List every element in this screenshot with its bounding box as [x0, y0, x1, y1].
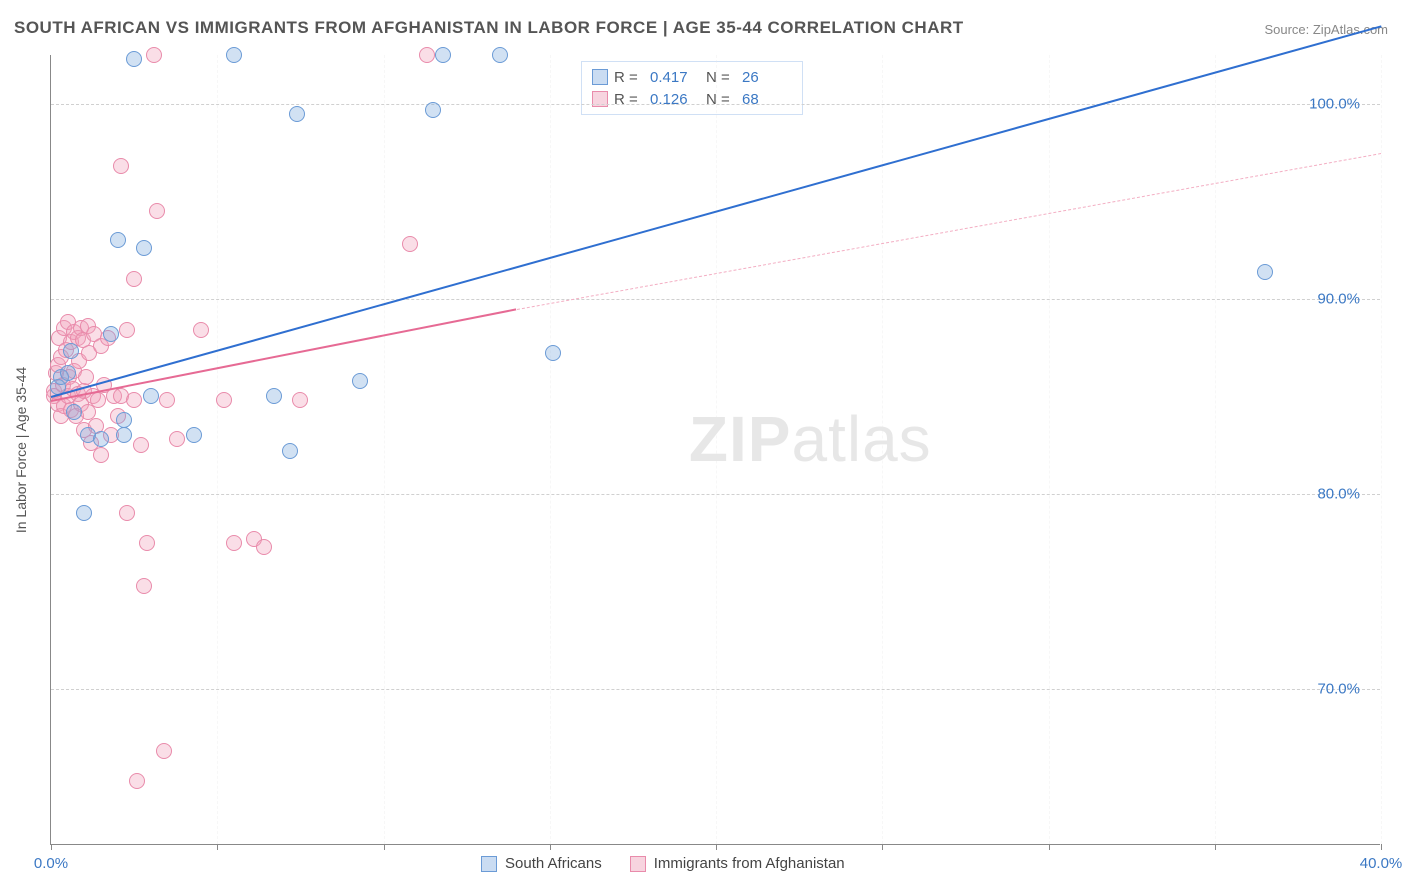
legend-swatch: [481, 856, 497, 872]
data-point-pink: [193, 322, 209, 338]
legend-row: R = 0.417 N = 26: [592, 66, 792, 88]
data-point-pink: [146, 47, 162, 63]
y-axis-label: In Labor Force | Age 35-44: [13, 366, 29, 532]
gridline-v: [716, 55, 717, 844]
chart-title: SOUTH AFRICAN VS IMMIGRANTS FROM AFGHANI…: [14, 18, 964, 38]
y-tick-label: 80.0%: [1317, 485, 1360, 502]
data-point-pink: [93, 447, 109, 463]
legend-row: R = 0.126 N = 68: [592, 88, 792, 110]
legend-r-value: 0.126: [650, 91, 700, 108]
y-tick-label: 70.0%: [1317, 680, 1360, 697]
data-point-pink: [136, 578, 152, 594]
data-point-pink: [133, 437, 149, 453]
data-point-pink: [169, 431, 185, 447]
data-point-blue: [425, 102, 441, 118]
data-point-blue: [93, 431, 109, 447]
data-point-blue: [352, 373, 368, 389]
data-point-pink: [119, 322, 135, 338]
x-tick: [1215, 844, 1216, 850]
x-tick: [550, 844, 551, 850]
x-tick-label: 0.0%: [34, 855, 68, 872]
data-point-blue: [136, 240, 152, 256]
data-point-pink: [402, 236, 418, 252]
data-point-pink: [139, 535, 155, 551]
data-point-pink: [113, 158, 129, 174]
data-point-blue: [282, 443, 298, 459]
x-tick: [217, 844, 218, 850]
data-point-pink: [256, 539, 272, 555]
data-point-blue: [60, 365, 76, 381]
x-tick: [384, 844, 385, 850]
legend-r-label: R =: [614, 91, 644, 108]
data-point-blue: [1257, 264, 1273, 280]
series-legend: South Africans Immigrants from Afghanista…: [481, 855, 845, 872]
legend-r-label: R =: [614, 69, 644, 86]
gridline-v: [217, 55, 218, 844]
legend-r-value: 0.417: [650, 69, 700, 86]
correlation-legend: R = 0.417 N = 26 R = 0.126 N = 68: [581, 61, 803, 115]
data-point-blue: [289, 106, 305, 122]
x-tick: [51, 844, 52, 850]
legend-item: South Africans: [481, 855, 602, 872]
data-point-pink: [78, 369, 94, 385]
y-tick-label: 100.0%: [1309, 95, 1360, 112]
data-point-blue: [110, 232, 126, 248]
data-point-pink: [216, 392, 232, 408]
watermark-suffix: atlas: [791, 403, 931, 475]
gridline-v: [1381, 55, 1382, 844]
legend-swatch: [630, 856, 646, 872]
x-tick: [1381, 844, 1382, 850]
data-point-pink: [149, 203, 165, 219]
data-point-blue: [226, 47, 242, 63]
watermark-prefix: ZIP: [689, 403, 792, 475]
legend-series-label: Immigrants from Afghanistan: [654, 855, 845, 872]
data-point-pink: [156, 743, 172, 759]
data-point-blue: [435, 47, 451, 63]
legend-n-label: N =: [706, 69, 736, 86]
data-point-blue: [116, 427, 132, 443]
legend-series-label: South Africans: [505, 855, 602, 872]
gridline-v: [384, 55, 385, 844]
data-point-blue: [103, 326, 119, 342]
legend-n-value: 68: [742, 91, 792, 108]
legend-swatch: [592, 69, 608, 85]
data-point-pink: [419, 47, 435, 63]
data-point-blue: [66, 404, 82, 420]
legend-n-label: N =: [706, 91, 736, 108]
gridline-v: [1049, 55, 1050, 844]
data-point-blue: [266, 388, 282, 404]
legend-n-value: 26: [742, 69, 792, 86]
data-point-pink: [126, 392, 142, 408]
y-tick-label: 90.0%: [1317, 290, 1360, 307]
scatter-chart: In Labor Force | Age 35-44 ZIPatlas R =0…: [50, 55, 1380, 845]
watermark: ZIPatlas: [689, 402, 932, 476]
data-point-pink: [226, 535, 242, 551]
data-point-pink: [129, 773, 145, 789]
x-tick: [1049, 844, 1050, 850]
x-tick: [716, 844, 717, 850]
data-point-blue: [63, 343, 79, 359]
x-tick: [882, 844, 883, 850]
x-tick-label: 40.0%: [1360, 855, 1403, 872]
trend-line: [51, 309, 517, 403]
data-point-pink: [90, 392, 106, 408]
legend-item: Immigrants from Afghanistan: [630, 855, 845, 872]
data-point-blue: [126, 51, 142, 67]
gridline-v: [882, 55, 883, 844]
gridline-v: [1215, 55, 1216, 844]
data-point-pink: [126, 271, 142, 287]
data-point-blue: [116, 412, 132, 428]
data-point-blue: [492, 47, 508, 63]
data-point-blue: [143, 388, 159, 404]
data-point-pink: [292, 392, 308, 408]
data-point-blue: [186, 427, 202, 443]
data-point-blue: [545, 345, 561, 361]
data-point-pink: [119, 505, 135, 521]
data-point-blue: [76, 505, 92, 521]
gridline-v: [550, 55, 551, 844]
data-point-pink: [159, 392, 175, 408]
